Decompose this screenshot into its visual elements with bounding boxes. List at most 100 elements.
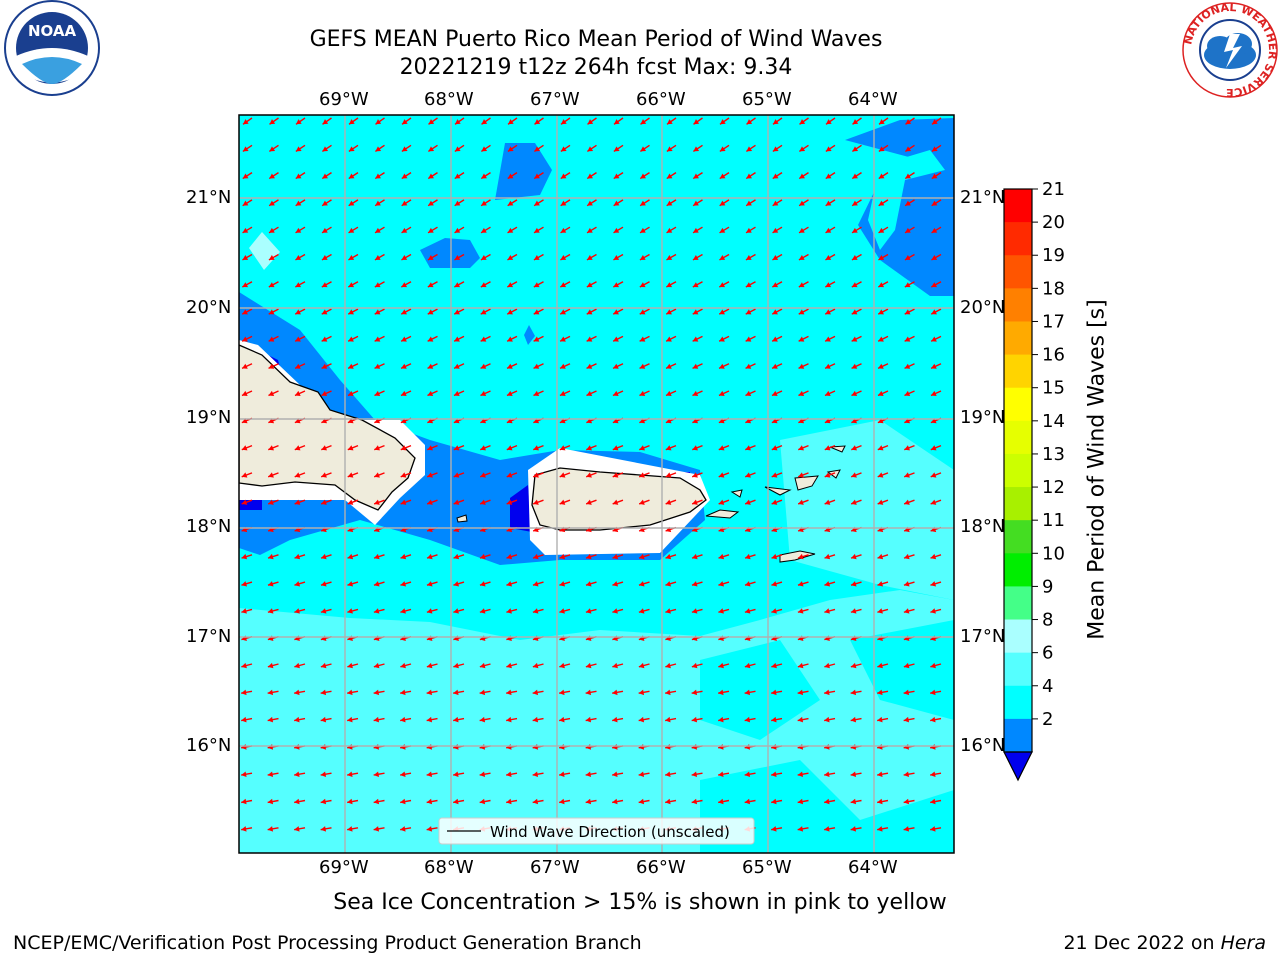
wind-arrow-head xyxy=(771,445,778,451)
wind-arrow-head xyxy=(771,418,778,424)
wind-arrow-head xyxy=(745,499,751,505)
wind-arrow-head xyxy=(320,689,327,696)
lat-label-left: 18°N xyxy=(186,516,232,537)
wind-arrow-head xyxy=(532,716,539,723)
wind-arrow-head xyxy=(322,200,328,206)
wind-arrow-head xyxy=(745,363,752,369)
wind-arrow-head xyxy=(640,173,646,179)
wind-arrow-head xyxy=(427,390,434,397)
wind-arrow-head xyxy=(373,826,380,832)
wind-arrow-head xyxy=(348,146,355,152)
colorbar-tick-label: 4 xyxy=(1042,676,1053,697)
wind-arrow-head xyxy=(586,418,593,424)
wind-arrow-head xyxy=(427,282,434,288)
wind-arrow-head xyxy=(375,227,381,233)
wind-arrow-head xyxy=(347,418,354,424)
wind-arrow-head xyxy=(322,146,329,152)
wind-arrow-head xyxy=(904,472,910,478)
wind-arrow-head xyxy=(507,200,514,206)
wind-arrow-head xyxy=(268,418,275,424)
wind-arrow-head xyxy=(798,309,805,315)
colorbar-tick-label: 21 xyxy=(1042,180,1065,200)
wind-arrow-head xyxy=(267,662,274,669)
wind-arrow-head xyxy=(877,826,883,832)
wind-arrow-head xyxy=(347,445,354,451)
wind-arrow-head xyxy=(400,418,407,424)
wind-arrow-head xyxy=(427,255,434,260)
wind-arrow-head xyxy=(612,798,618,805)
wind-arrow-head xyxy=(718,390,725,397)
wind-arrow-head xyxy=(666,146,673,152)
wind-arrow-head xyxy=(718,608,724,614)
wind-arrow-head xyxy=(904,336,911,342)
wind-arrow-head xyxy=(506,798,512,805)
wind-arrow-head xyxy=(506,608,512,614)
wind-arrow-head xyxy=(241,581,248,587)
wind-arrow-head xyxy=(241,499,248,505)
wind-arrow-head xyxy=(506,581,513,587)
wind-arrow-head xyxy=(771,553,778,560)
wind-arrow-head xyxy=(904,445,910,451)
colorbar-tick-label: 14 xyxy=(1042,411,1065,432)
colorbar-tick-label: 12 xyxy=(1042,477,1065,498)
wind-arrow-head xyxy=(428,227,434,233)
wind-arrow-head xyxy=(666,200,673,206)
wind-arrow-head xyxy=(533,363,540,369)
wind-arrow-head xyxy=(903,716,910,723)
wind-arrow-head xyxy=(639,418,646,424)
ocean-4-6-patch-1 xyxy=(700,640,820,740)
wind-arrow-head xyxy=(321,499,327,505)
wind-arrow-head xyxy=(772,146,779,152)
wind-arrow-head xyxy=(665,553,672,560)
wind-arrow-head xyxy=(347,608,353,614)
wind-arrow-head xyxy=(453,499,460,505)
wind-arrow-head xyxy=(930,499,937,505)
wind-arrow-head xyxy=(797,798,804,805)
wind-arrow-head xyxy=(746,227,752,233)
wind-arrow-head xyxy=(693,146,700,152)
wind-arrow-head xyxy=(692,445,698,451)
wind-arrow-head xyxy=(321,553,327,560)
wind-arrow-head xyxy=(295,119,302,125)
wind-arrow-head xyxy=(559,689,565,696)
wind-arrow-head xyxy=(347,581,354,587)
wind-arrow-head xyxy=(718,716,724,723)
wind-arrow-head xyxy=(586,336,593,342)
colorbar-tick-label: 17 xyxy=(1042,311,1065,332)
lat-label-left: 19°N xyxy=(186,407,232,428)
wind-arrow-head xyxy=(560,255,567,260)
wind-arrow-head xyxy=(799,173,805,179)
wind-arrow-head xyxy=(348,309,354,315)
wind-arrow-head xyxy=(241,608,247,614)
noaa-logo-text: NOAA xyxy=(28,22,77,40)
wind-arrow-head xyxy=(797,608,804,614)
wind-arrow-head xyxy=(479,581,486,587)
wind-arrow-head xyxy=(294,445,301,451)
footer-date: 21 Dec 2022 on xyxy=(1063,932,1221,954)
wind-arrow-head xyxy=(745,553,751,560)
wind-arrow-head xyxy=(825,336,831,342)
wind-arrow-head xyxy=(506,390,513,397)
wind-arrow-head xyxy=(824,716,830,723)
colorbar-frame xyxy=(1003,188,1033,753)
wind-arrow-head xyxy=(692,553,698,560)
wind-arrow-head xyxy=(718,499,725,505)
wind-arrow-head xyxy=(428,173,434,179)
wind-arrow-head xyxy=(666,173,673,179)
wind-arrow-head xyxy=(533,390,540,397)
wind-arrow-head xyxy=(507,336,513,342)
wind-arrow-head xyxy=(799,146,806,152)
ocean-8-9-patch xyxy=(249,232,280,270)
wind-arrow-head xyxy=(824,499,831,505)
wind-arrow-head xyxy=(507,363,513,369)
wind-arrow-head xyxy=(719,119,726,125)
wind-arrow-head xyxy=(746,200,752,206)
wind-arrow-head xyxy=(559,662,565,669)
wind-arrow-head xyxy=(930,472,937,478)
wind-arrow-head xyxy=(480,472,486,478)
wind-arrow-head xyxy=(348,336,354,342)
wind-arrow-head xyxy=(453,390,460,397)
wind-arrow-head xyxy=(321,418,328,424)
wind-arrow-head xyxy=(638,771,645,777)
wind-arrow-head xyxy=(400,771,406,777)
